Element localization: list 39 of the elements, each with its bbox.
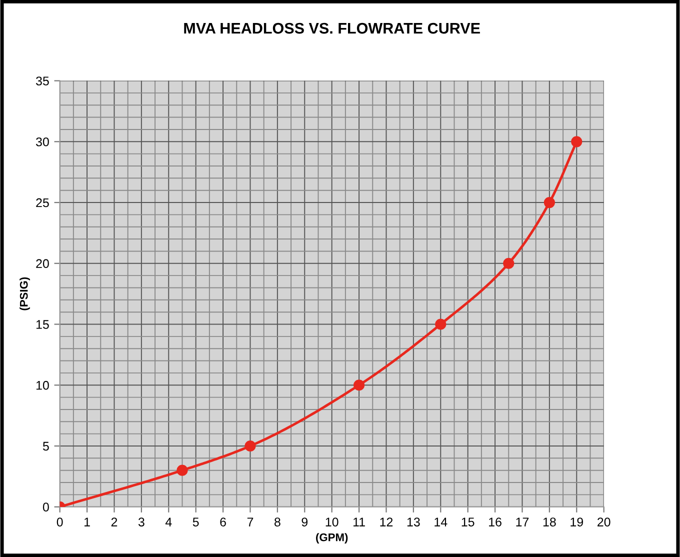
x-tick-label: 6 xyxy=(220,518,226,526)
x-tick-label: 5 xyxy=(192,518,199,526)
point xyxy=(244,440,256,452)
x-tick-label: 8 xyxy=(274,518,280,526)
chart-title: MVA HEADLOSS VS. FLOWRATE CURVE xyxy=(184,22,480,34)
x-tick-label: 20 xyxy=(598,518,610,526)
y-tick-label: 30 xyxy=(36,137,49,146)
x-tick-label: 18 xyxy=(543,518,556,526)
point xyxy=(176,464,188,476)
x-tick-label: 9 xyxy=(302,518,308,526)
y-tick-label: 5 xyxy=(42,442,49,451)
x-tick-label: 16 xyxy=(489,518,502,526)
x-tick-label: 4 xyxy=(165,518,172,526)
point xyxy=(544,196,555,208)
x-tick-label: 15 xyxy=(462,518,474,526)
x-axis-title: (GPM) xyxy=(316,533,348,544)
y-axis-title: (PSIG) xyxy=(20,277,30,310)
x-tick-label: 0 xyxy=(56,518,63,526)
x-tick-label: 3 xyxy=(138,518,144,526)
y-tick-label: 0 xyxy=(42,502,49,512)
x-tick-label: 17 xyxy=(516,518,529,526)
x-tick-label: 10 xyxy=(326,518,338,526)
point xyxy=(435,318,446,330)
x-tick-label: 11 xyxy=(354,518,365,526)
x-tick-label: 2 xyxy=(111,518,118,526)
y-tick-label: 15 xyxy=(36,320,49,329)
y-tick-label: 25 xyxy=(36,198,49,208)
x-tick-label: 13 xyxy=(407,518,420,526)
y-tick-label: 20 xyxy=(36,259,49,268)
x-tick-label: 19 xyxy=(570,518,583,526)
x-tick-label: 14 xyxy=(434,518,448,526)
y-tick-label: 35 xyxy=(36,76,49,86)
point xyxy=(503,258,514,269)
point xyxy=(353,380,365,391)
point xyxy=(571,136,582,148)
y-tick-label: 10 xyxy=(36,380,49,390)
x-tick-label: 12 xyxy=(380,518,393,526)
x-tick-label: 7 xyxy=(247,518,254,526)
x-tick-label: 1 xyxy=(84,518,90,526)
